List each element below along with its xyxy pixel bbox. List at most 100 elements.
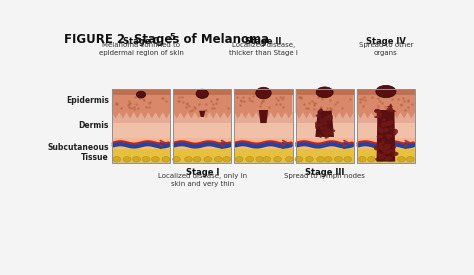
Ellipse shape xyxy=(380,113,382,115)
Polygon shape xyxy=(173,89,231,119)
Text: Melanoma confined to
epidermal region of skin: Melanoma confined to epidermal region of… xyxy=(99,42,183,56)
Polygon shape xyxy=(296,89,354,95)
Ellipse shape xyxy=(319,127,324,130)
Ellipse shape xyxy=(383,150,390,154)
Ellipse shape xyxy=(377,125,380,126)
Ellipse shape xyxy=(376,135,383,138)
Ellipse shape xyxy=(378,112,381,115)
Polygon shape xyxy=(296,139,354,149)
Text: Stage II: Stage II xyxy=(245,37,282,46)
Ellipse shape xyxy=(358,156,366,162)
Ellipse shape xyxy=(295,156,303,162)
Polygon shape xyxy=(235,89,292,119)
Ellipse shape xyxy=(315,125,318,129)
Ellipse shape xyxy=(387,136,390,139)
Ellipse shape xyxy=(378,158,384,160)
Ellipse shape xyxy=(330,131,333,136)
Polygon shape xyxy=(173,112,231,139)
Ellipse shape xyxy=(384,144,386,148)
Ellipse shape xyxy=(382,139,384,142)
Polygon shape xyxy=(112,112,170,139)
Ellipse shape xyxy=(387,156,394,162)
Polygon shape xyxy=(173,89,231,95)
Polygon shape xyxy=(199,111,205,117)
Ellipse shape xyxy=(374,109,381,113)
Ellipse shape xyxy=(322,131,325,134)
Ellipse shape xyxy=(137,91,146,98)
Ellipse shape xyxy=(380,129,383,134)
Ellipse shape xyxy=(377,144,383,149)
Ellipse shape xyxy=(384,123,391,125)
Ellipse shape xyxy=(386,108,393,112)
Ellipse shape xyxy=(387,121,392,126)
Text: Spread to lymph nodes: Spread to lymph nodes xyxy=(284,173,365,179)
Ellipse shape xyxy=(317,156,324,162)
Ellipse shape xyxy=(374,116,382,118)
Text: Localized disease,
thicker than Stage I: Localized disease, thicker than Stage I xyxy=(229,42,298,56)
Ellipse shape xyxy=(398,156,405,162)
Ellipse shape xyxy=(393,152,399,156)
Ellipse shape xyxy=(385,144,392,145)
Polygon shape xyxy=(296,112,354,139)
Ellipse shape xyxy=(323,116,329,121)
Polygon shape xyxy=(296,149,354,163)
Polygon shape xyxy=(112,139,170,149)
Ellipse shape xyxy=(263,156,271,162)
Ellipse shape xyxy=(391,120,393,123)
Ellipse shape xyxy=(392,154,395,156)
Ellipse shape xyxy=(325,122,328,125)
Ellipse shape xyxy=(407,156,414,162)
Ellipse shape xyxy=(273,156,282,162)
Ellipse shape xyxy=(329,114,333,119)
Ellipse shape xyxy=(184,156,192,162)
Ellipse shape xyxy=(256,156,264,162)
Polygon shape xyxy=(112,149,170,163)
Ellipse shape xyxy=(391,110,396,112)
Ellipse shape xyxy=(383,153,386,154)
Polygon shape xyxy=(235,139,292,149)
Ellipse shape xyxy=(330,129,335,132)
Text: 5: 5 xyxy=(169,33,175,42)
Polygon shape xyxy=(377,110,395,162)
Ellipse shape xyxy=(223,156,231,162)
Ellipse shape xyxy=(375,158,378,161)
Ellipse shape xyxy=(133,156,140,162)
Text: Spread to other
organs: Spread to other organs xyxy=(359,42,413,56)
Ellipse shape xyxy=(388,121,393,125)
Ellipse shape xyxy=(196,89,209,98)
Polygon shape xyxy=(315,111,334,137)
Text: Subcutaneous
Tissue: Subcutaneous Tissue xyxy=(47,143,109,162)
Ellipse shape xyxy=(325,134,328,139)
Ellipse shape xyxy=(323,131,328,135)
Ellipse shape xyxy=(319,125,322,128)
Ellipse shape xyxy=(331,133,334,136)
Ellipse shape xyxy=(326,134,329,138)
Ellipse shape xyxy=(123,156,131,162)
Ellipse shape xyxy=(325,129,329,131)
Ellipse shape xyxy=(385,158,391,161)
Ellipse shape xyxy=(383,147,389,150)
Polygon shape xyxy=(112,89,170,95)
Polygon shape xyxy=(173,112,231,123)
Ellipse shape xyxy=(344,156,352,162)
Ellipse shape xyxy=(382,119,386,121)
Polygon shape xyxy=(259,110,268,123)
Ellipse shape xyxy=(162,156,170,162)
Ellipse shape xyxy=(235,156,243,162)
Polygon shape xyxy=(296,89,354,119)
Ellipse shape xyxy=(319,118,324,123)
Ellipse shape xyxy=(173,156,181,162)
Ellipse shape xyxy=(113,156,120,162)
Ellipse shape xyxy=(392,146,396,149)
Text: Stage 0: Stage 0 xyxy=(123,37,159,46)
Ellipse shape xyxy=(324,156,332,162)
Ellipse shape xyxy=(315,122,318,126)
Ellipse shape xyxy=(322,121,327,125)
Ellipse shape xyxy=(316,114,321,117)
Polygon shape xyxy=(235,149,292,163)
Ellipse shape xyxy=(319,109,323,112)
Ellipse shape xyxy=(374,146,379,150)
Ellipse shape xyxy=(335,156,342,162)
Ellipse shape xyxy=(383,148,387,153)
Ellipse shape xyxy=(255,87,271,99)
